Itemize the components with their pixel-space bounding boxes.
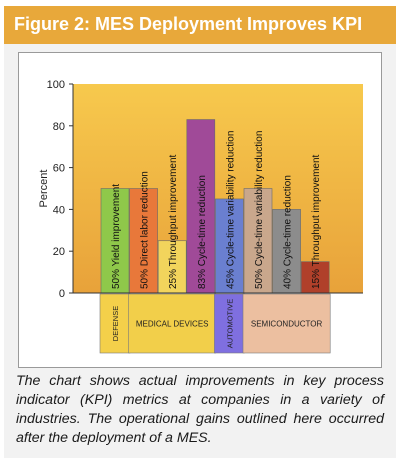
y-tick-label: 20 xyxy=(53,246,65,258)
chart-panel: 0 20 40 60 80 100 Percent 50% Yield improvement… xyxy=(18,52,382,368)
bar xyxy=(100,188,130,294)
figure-title: Figure 2: MES Deployment Improves KPI xyxy=(14,14,363,34)
bar-label: 40% Cycle-time reduction xyxy=(283,175,294,289)
industry-group xyxy=(128,293,217,354)
industry-group xyxy=(214,293,245,354)
y-tick-label: 80 xyxy=(53,121,65,133)
y-tick-label: 0 xyxy=(59,288,65,300)
bar-label: 15% Throughput improvement xyxy=(311,154,322,289)
bar xyxy=(129,188,158,294)
y-tick-label: 100 xyxy=(47,79,65,91)
bar-label: 50% Yield improvement xyxy=(111,184,122,289)
bar-chart: 0 20 40 60 80 100 Percent 50% Yield improvement… xyxy=(38,79,363,354)
bar-label: 83% Cycle-time reduction xyxy=(197,175,208,289)
industry-label: AUTOMOTIVE xyxy=(225,299,234,348)
figure: Figure 2: MES Deployment Improves KPI 0 2… xyxy=(4,6,396,458)
bar-label: 50% Direct labor reduction xyxy=(140,171,151,289)
y-tick-label: 60 xyxy=(53,163,65,175)
bar-label: 25% Throughput improvement xyxy=(168,154,179,289)
industry-label: SEMICONDUCTOR xyxy=(251,320,323,329)
y-tick-label: 40 xyxy=(53,204,65,216)
industry-group xyxy=(99,293,131,354)
figure-caption: The chart shows actual improvements in k… xyxy=(16,373,384,446)
industry-label: MEDICAL DEVICES xyxy=(136,320,209,329)
bar xyxy=(243,188,273,294)
bar xyxy=(186,119,216,294)
bar xyxy=(215,198,244,294)
figure-header: Figure 2: MES Deployment Improves KPI xyxy=(4,6,396,44)
industry-label: DEFENSE xyxy=(111,306,120,341)
bar-label: 45% Cycle-time variability reduction xyxy=(225,131,236,289)
y-axis-title: Percent xyxy=(38,170,50,208)
industry-group xyxy=(242,293,331,354)
bar xyxy=(272,209,301,294)
bar-label: 50% Cycle-time variability reduction xyxy=(254,131,265,289)
